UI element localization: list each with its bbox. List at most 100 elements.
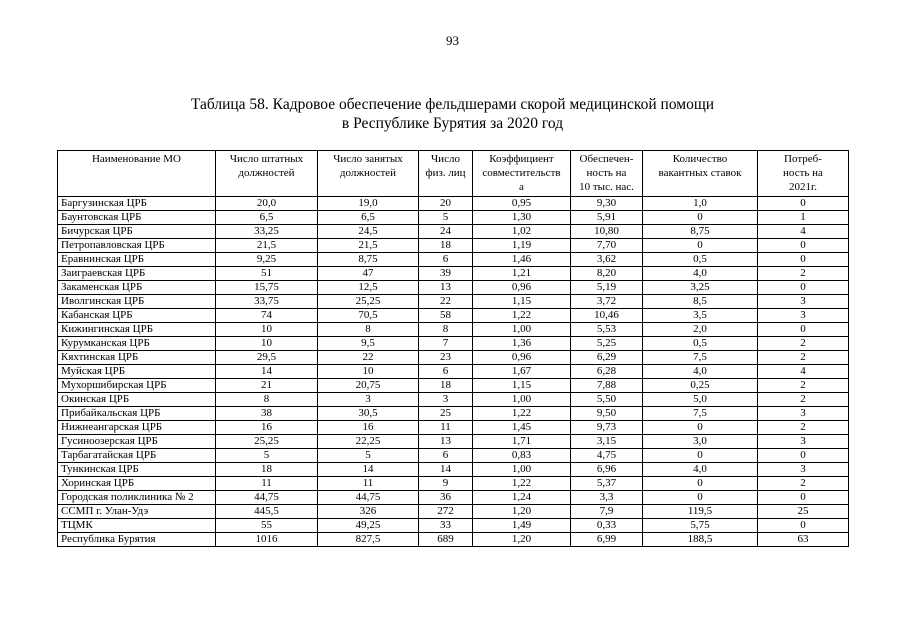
table-title: Таблица 58. Кадровое обеспечение фельдше… (0, 95, 905, 134)
value-cell: 1,15 (472, 378, 571, 393)
table-row: Курумканская ЦРБ 10 9,5 7 1,36 5,25 0,5 2 (57, 336, 849, 351)
value-cell: 7,9 (570, 504, 643, 519)
value-cell: 1016 (215, 532, 318, 547)
org-name-cell: ТЦМК (57, 518, 216, 533)
table-title-line1: Таблица 58. Кадровое обеспечение фельдше… (190, 96, 715, 113)
value-cell: 0,33 (570, 518, 643, 533)
value-cell: 0 (642, 490, 758, 505)
value-cell: 0,95 (472, 196, 571, 211)
value-cell: 13 (418, 280, 473, 295)
value-cell: 4,0 (642, 364, 758, 379)
value-cell: 5,50 (570, 392, 643, 407)
value-cell: 6,29 (570, 350, 643, 365)
value-cell: 8,20 (570, 266, 643, 281)
value-cell: 9,25 (215, 252, 318, 267)
value-cell: 445,5 (215, 504, 318, 519)
table-title-line2: в Республике Бурятия за 2020 год (341, 115, 564, 133)
value-cell: 6 (418, 364, 473, 379)
value-cell: 24,5 (317, 224, 419, 239)
col-header-occupied-positions: Число занятых должностей (317, 150, 419, 197)
value-cell: 33 (418, 518, 473, 533)
value-cell: 2 (757, 476, 849, 491)
value-cell: 2 (757, 336, 849, 351)
value-cell: 0,96 (472, 280, 571, 295)
value-cell: 15,75 (215, 280, 318, 295)
value-cell: 1,36 (472, 336, 571, 351)
value-cell: 0,83 (472, 448, 571, 463)
value-cell: 20,75 (317, 378, 419, 393)
org-name-cell: Кабанская ЦРБ (57, 308, 216, 323)
table-row: Республика Бурятия 1016 827,5 689 1,20 6,99 18… (57, 532, 849, 547)
value-cell: 0 (757, 448, 849, 463)
page-number: 93 (446, 33, 459, 48)
value-cell: 20,0 (215, 196, 318, 211)
table-row: Кижингинская ЦРБ 10 8 8 1,00 5,53 2,0 0 (57, 322, 849, 337)
value-cell: 5 (317, 448, 419, 463)
value-cell: 10,80 (570, 224, 643, 239)
value-cell: 3,15 (570, 434, 643, 449)
value-cell: 3,25 (642, 280, 758, 295)
value-cell: 0 (642, 210, 758, 225)
staffing-table: Наименование МО Число штатных должностей… (57, 150, 849, 547)
value-cell: 1,00 (472, 392, 571, 407)
table-row: Муйская ЦРБ 14 10 6 1,67 6,28 4,0 4 (57, 364, 849, 379)
value-cell: 1,20 (472, 504, 571, 519)
value-cell: 25,25 (215, 434, 318, 449)
col-header-combination-coefficient: Коэффициент совместительств а (472, 150, 571, 197)
value-cell: 6,5 (317, 210, 419, 225)
table-header: Наименование МО Число штатных должностей… (57, 150, 849, 197)
value-cell: 14 (215, 364, 318, 379)
value-cell: 39 (418, 266, 473, 281)
value-cell: 44,75 (317, 490, 419, 505)
value-cell: 16 (215, 420, 318, 435)
value-cell: 6 (418, 448, 473, 463)
value-cell: 9 (418, 476, 473, 491)
org-name-cell: Заиграевская ЦРБ (57, 266, 216, 281)
org-name-cell: Гусиноозерская ЦРБ (57, 434, 216, 449)
value-cell: 0 (757, 280, 849, 295)
value-cell: 11 (317, 476, 419, 491)
col-header-provision-per-10k: Обеспечен- ность на 10 тыс. нас. (570, 150, 643, 197)
value-cell: 8,75 (642, 224, 758, 239)
value-cell: 3 (757, 462, 849, 477)
value-cell: 0,5 (642, 336, 758, 351)
value-cell: 5 (418, 210, 473, 225)
value-cell: 2,0 (642, 322, 758, 337)
value-cell: 3 (757, 406, 849, 421)
org-name-cell: ССМП г. Улан-Удэ (57, 504, 216, 519)
value-cell: 44,75 (215, 490, 318, 505)
value-cell: 1,02 (472, 224, 571, 239)
value-cell: 70,5 (317, 308, 419, 323)
value-cell: 0 (642, 448, 758, 463)
value-cell: 119,5 (642, 504, 758, 519)
org-name-cell: Кижингинская ЦРБ (57, 322, 216, 337)
value-cell: 1,00 (472, 322, 571, 337)
value-cell: 9,30 (570, 196, 643, 211)
org-name-cell: Городская поликлиника № 2 (57, 490, 216, 505)
value-cell: 63 (757, 532, 849, 547)
value-cell: 3 (757, 294, 849, 309)
table-row: Тарбагатайская ЦРБ 5 5 6 0,83 4,75 0 0 (57, 448, 849, 463)
value-cell: 0,96 (472, 350, 571, 365)
org-name-cell: Нижнеангарская ЦРБ (57, 420, 216, 435)
value-cell: 1 (757, 210, 849, 225)
value-cell: 6,99 (570, 532, 643, 547)
table-row: Петропавловская ЦРБ 21,5 21,5 18 1,19 7,70 0 0 (57, 238, 849, 253)
value-cell: 2 (757, 266, 849, 281)
org-name-cell: Республика Бурятия (57, 532, 216, 547)
value-cell: 22,25 (317, 434, 419, 449)
value-cell: 2 (757, 392, 849, 407)
value-cell: 188,5 (642, 532, 758, 547)
value-cell: 3,5 (642, 308, 758, 323)
value-cell: 36 (418, 490, 473, 505)
value-cell: 12,5 (317, 280, 419, 295)
value-cell: 5,25 (570, 336, 643, 351)
org-name-cell: Баунтовская ЦРБ (57, 210, 216, 225)
value-cell: 25 (418, 406, 473, 421)
value-cell: 5,75 (642, 518, 758, 533)
value-cell: 4,0 (642, 266, 758, 281)
table-body: Баргузинская ЦРБ 20,0 19,0 20 0,95 9,30 1,0 0 Ба… (57, 196, 849, 547)
value-cell: 9,5 (317, 336, 419, 351)
value-cell: 21 (215, 378, 318, 393)
